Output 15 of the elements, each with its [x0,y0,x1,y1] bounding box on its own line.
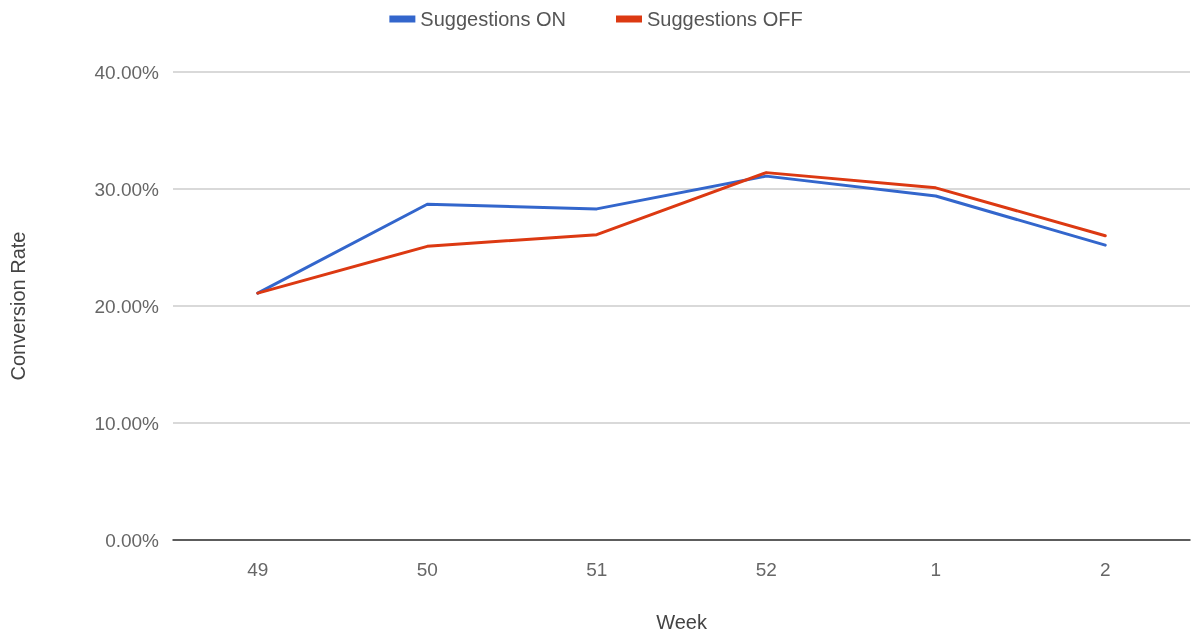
x-tick-label: 49 [247,559,269,580]
y-tick-label: 40.00% [94,61,160,83]
x-tick-label: 50 [416,559,438,580]
y-tick-label: 0.00% [105,529,160,551]
x-axis-title: Week [656,611,708,633]
legend-label: Suggestions OFF [647,8,803,30]
x-tick-label: 52 [755,559,777,580]
y-tick-label: 30.00% [94,178,160,200]
y-axis-title: Conversion Rate [7,231,29,381]
x-tick-label: 51 [586,559,608,580]
legend-label: Suggestions ON [420,8,567,30]
y-tick-label: 20.00% [94,295,160,317]
x-tick-label: 2 [1099,559,1111,580]
y-tick-label: 10.00% [94,412,160,434]
x-tick-label: 1 [930,559,942,580]
